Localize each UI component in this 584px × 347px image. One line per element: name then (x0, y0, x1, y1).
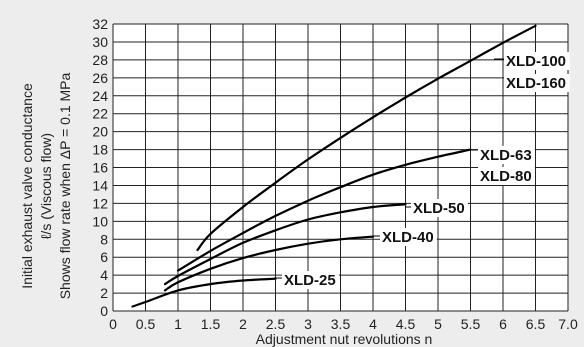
x-tick-label: 2 (239, 316, 247, 332)
series-curves (131, 24, 537, 308)
y-axis-title-line-3: Shows flow rate when ΔP = 0.1 MPa (57, 72, 73, 299)
x-tick-label: 2.5 (266, 316, 286, 332)
series-labels: XLD-100 XLD-160 XLD-63 XLD-80 XLD-50 XLD-40 XL… (274, 52, 570, 289)
y-tick-label: 14 (92, 177, 108, 193)
x-tick-label: 0.5 (136, 316, 156, 332)
series-curve-xld-100 (196, 24, 537, 252)
series-curve-xld-63 (176, 148, 472, 272)
x-tick-label: 5 (434, 316, 442, 332)
series-label-bg (504, 52, 570, 70)
y-axis-title-line-1: Initial exhaust valve conductance (19, 83, 35, 289)
y-axis-title-line-2: ℓ/s (Viscous flow) (38, 133, 54, 239)
series-label-bg (478, 167, 535, 185)
series-label-xld-80: XLD-80 (480, 168, 532, 185)
x-tick-label: 5.5 (461, 316, 481, 332)
x-tick-label: 4.5 (396, 316, 416, 332)
series-label-xld-160: XLD-160 (506, 75, 566, 92)
x-axis-title: Adjustment nut revolutions n (256, 331, 433, 347)
grid (112, 23, 569, 312)
x-tick-label: 7.0 (558, 316, 578, 332)
x-tick-label: 3 (304, 316, 312, 332)
y-tick-label: 4 (100, 267, 108, 283)
series-label-bg (282, 271, 339, 289)
x-tick-label: 0 (109, 316, 117, 332)
x-tick-label: 1 (174, 316, 182, 332)
y-tick-label: 16 (92, 160, 108, 176)
series-label-bg (380, 228, 437, 246)
x-tick-label: 3.5 (331, 316, 351, 332)
series-label-xld-63: XLD-63 (480, 147, 532, 164)
series-label-xld-40: XLD-40 (382, 229, 434, 246)
y-tick-label: 6 (100, 249, 108, 265)
y-tick-label: 22 (92, 106, 108, 122)
series-curve-xld-40 (163, 235, 375, 292)
x-tick-label: 4 (369, 316, 377, 332)
x-tick-label: 6.5 (526, 316, 546, 332)
x-tick-label: 1.5 (201, 316, 221, 332)
series-label-xld-100: XLD-100 (506, 53, 566, 70)
y-tick-label: 12 (92, 195, 108, 211)
y-tick-label: 8 (100, 231, 108, 247)
series-label-bg (478, 146, 535, 164)
tick-labels: 0 0.5 1 1.5 2 2.5 3 3.5 4 4.5 5 5.5 6 6.5 7.0024681012… (92, 16, 578, 332)
series-curve-xld-50 (163, 203, 407, 286)
y-tick-label: 18 (92, 142, 108, 158)
y-tick-label: 2 (100, 285, 108, 301)
series-label-bg (411, 199, 468, 217)
x-tick-label: 6 (499, 316, 507, 332)
y-tick-label: 0 (100, 303, 108, 319)
series-curve-xld-25 (131, 277, 277, 308)
series-label-xld-25: XLD-25 (284, 272, 336, 289)
series-label-xld-50: XLD-50 (413, 200, 465, 217)
y-tick-label: 10 (92, 213, 108, 229)
y-tick-label: 20 (92, 124, 108, 140)
y-tick-label: 30 (92, 34, 108, 50)
series-label-bg (504, 74, 570, 92)
y-tick-label: 26 (92, 70, 108, 86)
y-tick-label: 24 (92, 88, 108, 104)
y-tick-label: 32 (92, 16, 108, 32)
y-tick-label: 28 (92, 52, 108, 68)
